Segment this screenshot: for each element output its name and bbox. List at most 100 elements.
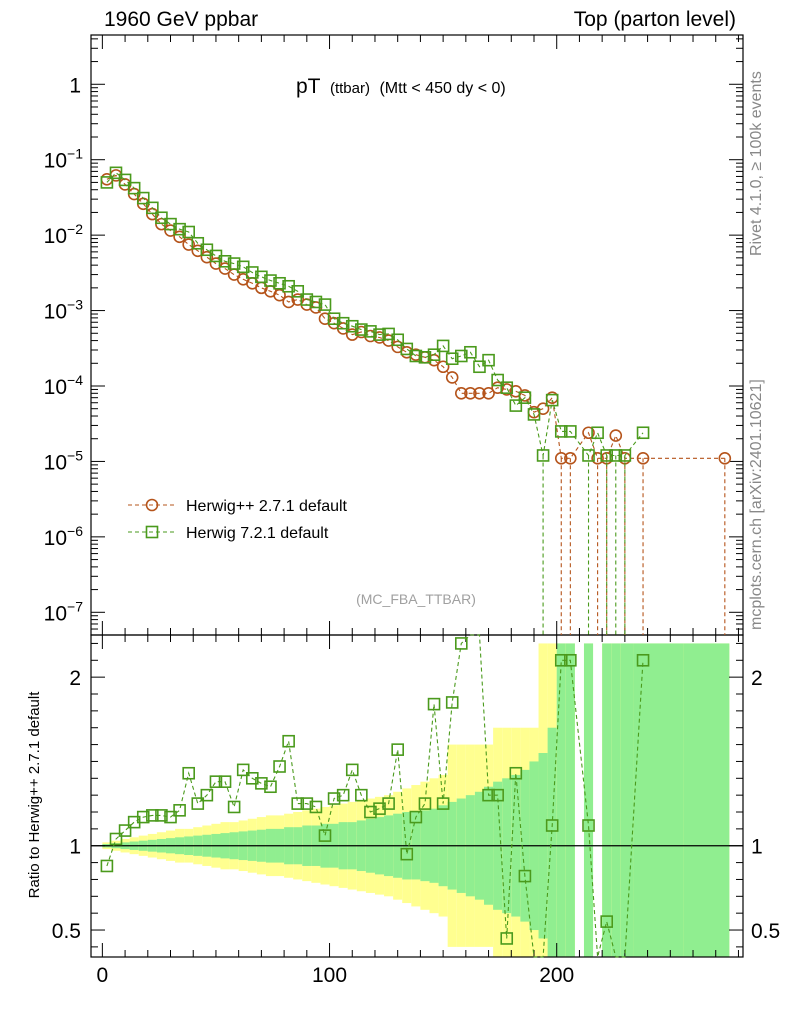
- ratio-point: [491, 788, 504, 802]
- herwigpp-point: [182, 238, 195, 251]
- herwigpp-point: [273, 288, 286, 302]
- ratio-point: [327, 792, 341, 805]
- ratio-point: [364, 805, 377, 819]
- ratio-x-tick-label: 200: [539, 964, 574, 987]
- herwigpp-point: [445, 371, 459, 384]
- herwigpp-point: [473, 387, 486, 400]
- herwig7-point: [418, 351, 432, 364]
- ratio-stat-band: [633, 643, 684, 957]
- herwig7-point: [609, 449, 623, 462]
- ratio-y-tick-label-left: 2: [69, 667, 81, 690]
- ratio-point: [182, 766, 195, 780]
- herwigpp-point: [591, 452, 604, 465]
- herwig7-point: [473, 360, 486, 374]
- ratio-x-tick-label: 100: [312, 964, 347, 987]
- ratio-point: [545, 819, 559, 832]
- ratio-y-tick-label-right: 2: [751, 667, 763, 690]
- ratio-point: [146, 809, 159, 822]
- herwig7-point: [173, 222, 186, 236]
- ratio-plot-frame: 0.5 0.5 1 1 2 2 0 100 200: [52, 634, 780, 987]
- mcplots-label: mcplots.cern.ch [arXiv:2401.10621]: [748, 379, 765, 630]
- ratio-point: [427, 697, 441, 711]
- ratio-point: [482, 788, 495, 802]
- herwig7-point: [636, 426, 650, 440]
- ratio-point: [264, 780, 277, 794]
- ratio-point: [227, 800, 241, 814]
- herwigpp-point: [164, 224, 177, 237]
- ratio-point: [582, 819, 595, 832]
- legend: Herwig++ 2.7.1 default Herwig 7.2.1 defau…: [128, 498, 348, 542]
- main-plot-frame: 1 10−1 10−2 10−3 10−4 10−5 10−6 10−7: [44, 34, 744, 636]
- ratio-point: [309, 800, 323, 814]
- herwigpp-point: [554, 452, 568, 465]
- ratio-point: [564, 653, 577, 667]
- herwig7-point: [400, 342, 414, 356]
- ratio-point: [500, 932, 514, 945]
- herwigpp-point: [636, 452, 650, 465]
- herwig7-point: [245, 266, 259, 279]
- header-right: Top (parton level): [573, 8, 736, 31]
- herwigpp-point: [464, 387, 477, 400]
- herwig7-point: [491, 373, 504, 387]
- main-axes-box: [90, 34, 744, 636]
- ratio-point: [100, 859, 114, 873]
- ratio-stat-band: [611, 643, 621, 957]
- ratio-point: [291, 797, 305, 810]
- herwig7-point: [436, 339, 450, 353]
- herwig7-point: [600, 449, 613, 462]
- herwig7-point: [464, 345, 477, 359]
- main-y-tick-label: 10−5: [44, 447, 84, 474]
- ratio-point: [636, 653, 650, 667]
- herwig7-point: [318, 298, 332, 311]
- herwigpp-point: [391, 340, 404, 354]
- herwig7-point: [482, 353, 495, 367]
- herwigpp-point: [582, 426, 595, 440]
- herwig7-point: [554, 425, 568, 438]
- ratio-point: [218, 775, 232, 788]
- herwig7-point: [373, 328, 386, 341]
- herwig7-point: [264, 274, 277, 287]
- ratio-line: [106, 634, 644, 958]
- ratio-point: [164, 810, 177, 824]
- herwigpp-line: [106, 174, 725, 459]
- herwig7-point: [618, 449, 632, 462]
- ratio-y-tick-label-left: 1: [69, 836, 81, 859]
- ratio-point: [200, 788, 214, 802]
- herwig7-point: [155, 211, 168, 225]
- rivet-label: Rivet 4.1.0, ≥ 100k events: [748, 71, 765, 256]
- ratio-stat-band: [547, 727, 557, 957]
- ratio-point: [191, 797, 205, 810]
- ratio-point: [209, 775, 223, 788]
- herwig7-point: [100, 176, 114, 189]
- ratio-point: [509, 766, 523, 780]
- herwigpp-point: [155, 217, 168, 231]
- herwig7-point: [227, 257, 241, 270]
- ratio-plot-series: [100, 634, 650, 958]
- ratio-point: [282, 734, 295, 748]
- ratio-point: [155, 809, 168, 822]
- herwigpp-point: [491, 381, 504, 394]
- herwig7-point: [218, 254, 232, 268]
- herwig7-point: [564, 425, 577, 438]
- herwig7-point: [336, 316, 350, 330]
- ratio-y-axis-label: Ratio to Herwig++ 2.7.1 default: [26, 691, 43, 899]
- herwig7-point: [536, 449, 550, 462]
- main-y-tick-label: 10−3: [44, 297, 84, 324]
- herwig7-point: [454, 349, 468, 363]
- herwig7-point: [109, 166, 123, 180]
- ratio-point: [173, 804, 186, 817]
- legend-marker: [145, 498, 159, 512]
- main-y-tick-label: 10−7: [44, 598, 84, 625]
- ratio-point: [418, 797, 432, 810]
- ratio-point: [554, 653, 568, 667]
- ratio-point: [118, 824, 132, 837]
- watermark: (MC_FBA_TTBAR): [356, 591, 476, 607]
- herwig7-point: [545, 393, 559, 407]
- herwig7-point: [127, 181, 141, 195]
- ratio-point: [345, 763, 359, 777]
- herwig7-line: [106, 172, 644, 457]
- legend-marker: [145, 525, 159, 539]
- main-y-tick-label: 10−4: [44, 372, 84, 399]
- herwig7-point: [327, 312, 341, 326]
